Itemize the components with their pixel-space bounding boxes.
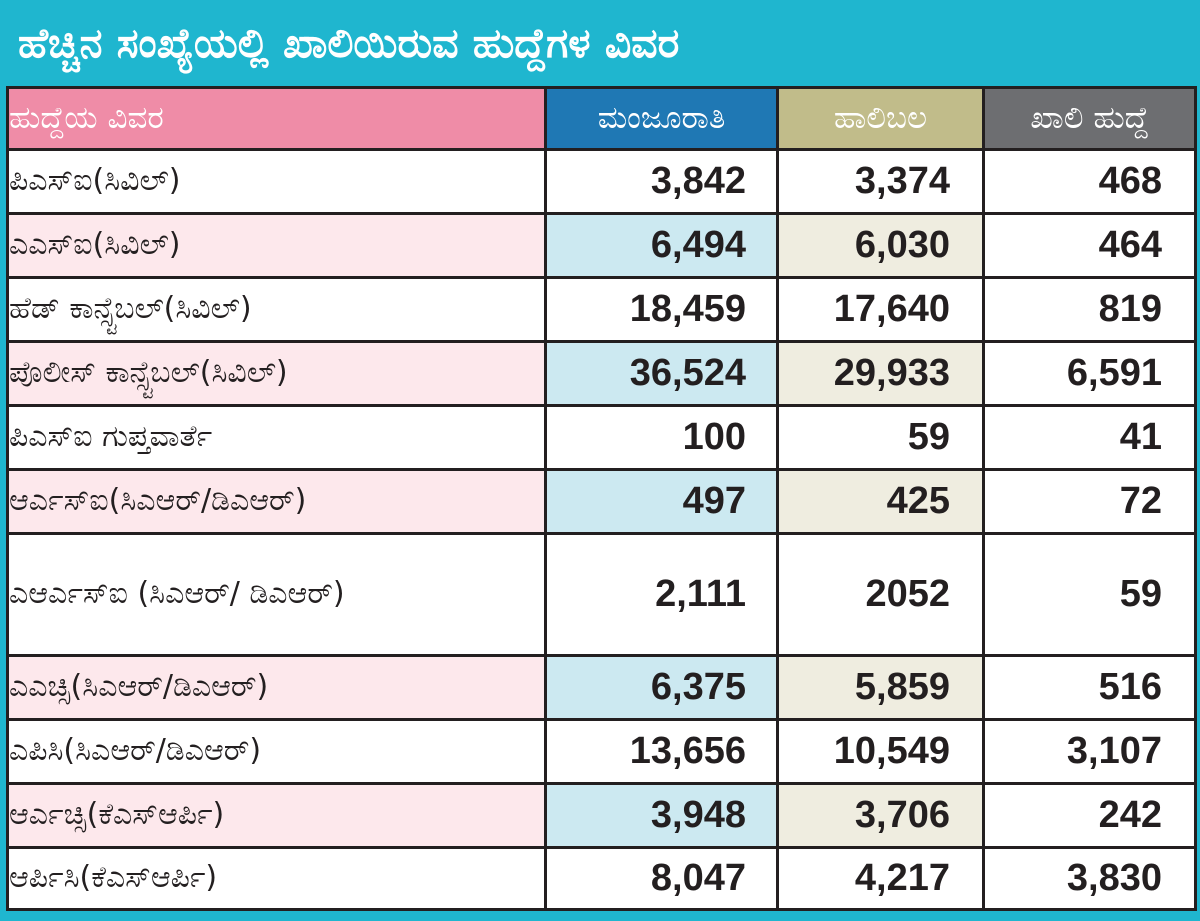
table-row: ಎಎಸ್ಐ(ಸಿವಿಲ್) 6,494 6,030 464 bbox=[6, 212, 1197, 279]
table-row: ಹೆಡ್ ಕಾನ್ಸ್ಟೆಬಲ್(ಸಿವಿಲ್) 18,459 17,640 819 bbox=[6, 276, 1197, 343]
header-row: ಹುದ್ದೆಯ ವಿವರ ಮಂಜೂರಾತಿ ಹಾಲಿಬಲ ಖಾಲಿ ಹುದ್ದೆ bbox=[6, 86, 1197, 151]
working-cell: 3,706 bbox=[776, 782, 985, 849]
table-row: ಪಿಎಸ್ಐ ಗುಪ್ತವಾರ್ತೆ 100 59 41 bbox=[6, 404, 1197, 471]
header-sanctioned: ಮಂಜೂರಾತಿ bbox=[544, 86, 779, 151]
working-cell: 17,640 bbox=[776, 276, 985, 343]
sanctioned-cell: 8,047 bbox=[544, 846, 779, 911]
vacant-cell: 819 bbox=[982, 276, 1197, 343]
working-cell: 2052 bbox=[776, 532, 985, 657]
vacant-cell: 6,591 bbox=[982, 340, 1197, 407]
vacant-cell: 468 bbox=[982, 148, 1197, 215]
table-row: ಆರ್ಪಿಸಿ(ಕೆಎಸ್ಆರ್ಪಿ) 8,047 4,217 3,830 bbox=[6, 846, 1197, 911]
vacant-cell: 59 bbox=[982, 532, 1197, 657]
sanctioned-cell: 36,524 bbox=[544, 340, 779, 407]
header-working: ಹಾಲಿಬಲ bbox=[776, 86, 985, 151]
table-row: ಎಎಚ್ಸಿ(ಸಿಎಆರ್/ಡಿಎಆರ್) 6,375 5,859 516 bbox=[6, 654, 1197, 721]
working-cell: 4,217 bbox=[776, 846, 985, 911]
working-cell: 59 bbox=[776, 404, 985, 471]
vacant-cell: 464 bbox=[982, 212, 1197, 279]
table-row: ಪಿಎಸ್ಐ(ಸಿವಿಲ್) 3,842 3,374 468 bbox=[6, 148, 1197, 215]
vacant-cell: 3,107 bbox=[982, 718, 1197, 785]
working-cell: 6,030 bbox=[776, 212, 985, 279]
vacant-cell: 41 bbox=[982, 404, 1197, 471]
sanctioned-cell: 18,459 bbox=[544, 276, 779, 343]
sanctioned-cell: 13,656 bbox=[544, 718, 779, 785]
working-cell: 29,933 bbox=[776, 340, 985, 407]
working-cell: 425 bbox=[776, 468, 985, 535]
working-cell: 5,859 bbox=[776, 654, 985, 721]
table-row: ಎಪಿಸಿ(ಸಿಎಆರ್/ಡಿಎಆರ್) 13,656 10,549 3,107 bbox=[6, 718, 1197, 785]
post-cell: ಪಿಎಸ್ಐ(ಸಿವಿಲ್) bbox=[6, 148, 547, 215]
header-post: ಹುದ್ದೆಯ ವಿವರ bbox=[6, 86, 547, 151]
post-cell: ಆರ್ಪಿಸಿ(ಕೆಎಸ್ಆರ್ಪಿ) bbox=[6, 846, 547, 911]
post-cell: ಎಎಚ್ಸಿ(ಸಿಎಆರ್/ಡಿಎಆರ್) bbox=[6, 654, 547, 721]
post-cell: ಹೆಡ್ ಕಾನ್ಸ್ಟೆಬಲ್(ಸಿವಿಲ್) bbox=[6, 276, 547, 343]
table-row: ಎಆರ್ಎಸ್ಐ (ಸಿಎಆರ್/ ಡಿಎಆರ್) 2,111 2052 59 bbox=[6, 532, 1197, 657]
vacant-cell: 242 bbox=[982, 782, 1197, 849]
post-cell: ಪೊಲೀಸ್ ಕಾನ್ಸ್ಟೆಬಲ್(ಸಿವಿಲ್) bbox=[6, 340, 547, 407]
post-cell: ಆರ್ಎಚ್ಸಿ(ಕೆಎಸ್ಆರ್ಪಿ) bbox=[6, 782, 547, 849]
post-cell: ಎಪಿಸಿ(ಸಿಎಆರ್/ಡಿಎಆರ್) bbox=[6, 718, 547, 785]
vacant-cell: 72 bbox=[982, 468, 1197, 535]
vacant-cell: 3,830 bbox=[982, 846, 1197, 911]
working-cell: 3,374 bbox=[776, 148, 985, 215]
sanctioned-cell: 497 bbox=[544, 468, 779, 535]
sanctioned-cell: 3,842 bbox=[544, 148, 779, 215]
header-vacant: ಖಾಲಿ ಹುದ್ದೆ bbox=[982, 86, 1197, 151]
post-cell: ಪಿಎಸ್ಐ ಗುಪ್ತವಾರ್ತೆ bbox=[6, 404, 547, 471]
post-cell: ಆರ್ಎಸ್ಐ(ಸಿಎಆರ್/ಡಿಎಆರ್) bbox=[6, 468, 547, 535]
table-body: ಪಿಎಸ್ಐ(ಸಿವಿಲ್) 3,842 3,374 468 ಎಎಸ್ಐ(ಸಿವಿಲ್)… bbox=[6, 148, 1197, 911]
table-title: ಹೆಚ್ಚಿನ ಸಂಖ್ಯೆಯಲ್ಲಿ ಖಾಲಿಯಿರುವ ಹುದ್ದೆಗಳ ವ… bbox=[0, 0, 1200, 86]
table-row: ಆರ್ಎಸ್ಐ(ಸಿಎಆರ್/ಡಿಎಆರ್) 497 425 72 bbox=[6, 468, 1197, 535]
sanctioned-cell: 6,494 bbox=[544, 212, 779, 279]
vacancy-table: ಹುದ್ದೆಯ ವಿವರ ಮಂಜೂರಾತಿ ಹಾಲಿಬಲ ಖಾಲಿ ಹುದ್ದೆ… bbox=[6, 86, 1197, 911]
sanctioned-cell: 6,375 bbox=[544, 654, 779, 721]
sanctioned-cell: 100 bbox=[544, 404, 779, 471]
table-row: ಪೊಲೀಸ್ ಕಾನ್ಸ್ಟೆಬಲ್(ಸಿವಿಲ್) 36,524 29,933 6,… bbox=[6, 340, 1197, 407]
working-cell: 10,549 bbox=[776, 718, 985, 785]
sanctioned-cell: 3,948 bbox=[544, 782, 779, 849]
vacant-cell: 516 bbox=[982, 654, 1197, 721]
table-row: ಆರ್ಎಚ್ಸಿ(ಕೆಎಸ್ಆರ್ಪಿ) 3,948 3,706 242 bbox=[6, 782, 1197, 849]
post-cell: ಎಎಸ್ಐ(ಸಿವಿಲ್) bbox=[6, 212, 547, 279]
sanctioned-cell: 2,111 bbox=[544, 532, 779, 657]
post-cell: ಎಆರ್ಎಸ್ಐ (ಸಿಎಆರ್/ ಡಿಎಆರ್) bbox=[6, 532, 547, 657]
